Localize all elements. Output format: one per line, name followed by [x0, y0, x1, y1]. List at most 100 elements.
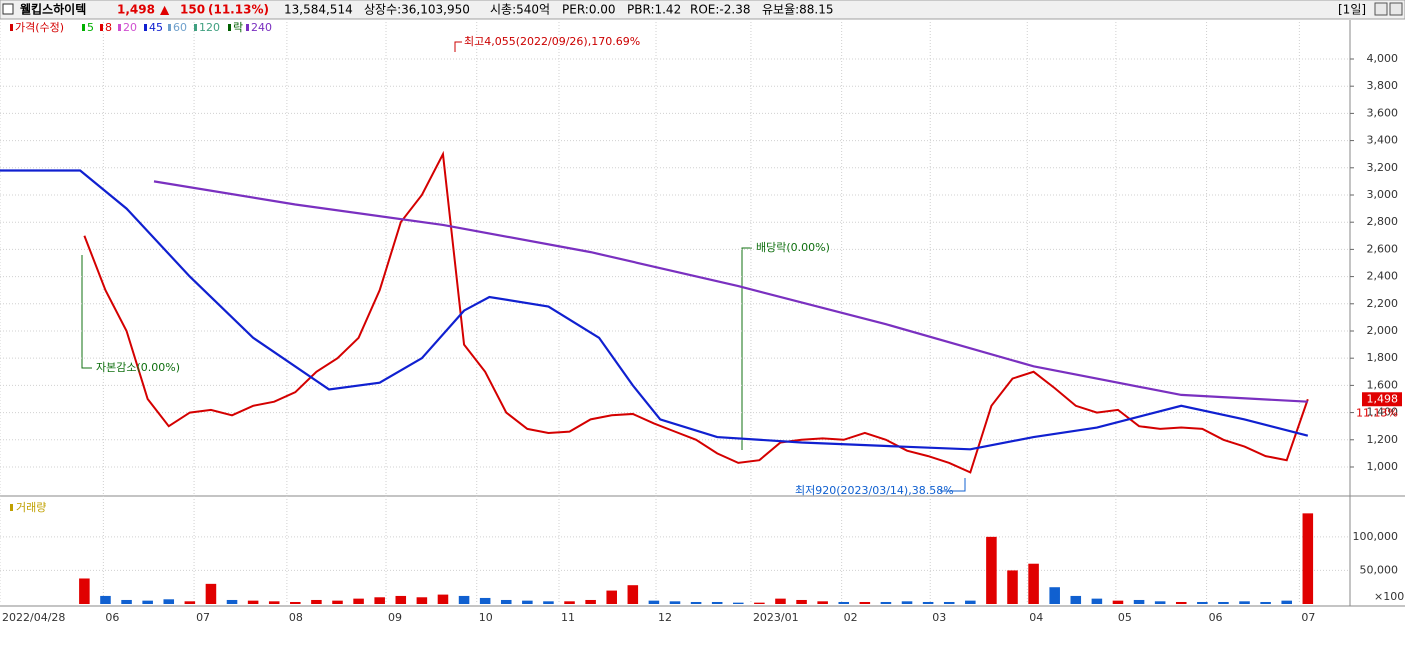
legend-swatch [194, 24, 197, 31]
x-tick-label: 09 [388, 611, 402, 624]
legend-label: 120 [199, 21, 220, 34]
x-tick-label: 2022/04/28 [2, 611, 65, 624]
legend-label: 8 [105, 21, 112, 34]
volume-bar [669, 601, 681, 604]
y-tick-label: 1,600 [1367, 378, 1399, 391]
header: 웰킵스하이텍 1,498 ▲ 150 (11.13%) 13,584,514 상… [20, 2, 1366, 17]
legend-swatch [10, 24, 13, 31]
annotation-line [454, 41, 462, 52]
volume-bar [859, 601, 871, 604]
volume-bar [1175, 601, 1187, 604]
volume-bar [100, 595, 111, 604]
volume-bar [1281, 600, 1292, 604]
period[interactable]: [1일] [1338, 3, 1366, 17]
y-tick-label: 1,400 [1367, 406, 1399, 419]
volume-bar [268, 601, 280, 604]
volume-unit: ×100 [1374, 590, 1404, 603]
volume-bar [1154, 601, 1166, 604]
legend-label: 240 [251, 21, 272, 34]
volume-bar [922, 601, 934, 604]
volume-bar [1218, 601, 1229, 604]
volume-bar [458, 595, 470, 604]
volume-bar [775, 598, 786, 604]
annotation-line [741, 247, 752, 450]
volume-bar [648, 600, 660, 604]
x-tick-label: 11 [561, 611, 575, 624]
annotation: 최저920(2023/03/14),38.58% [795, 484, 954, 497]
price: 1,498 [117, 3, 155, 17]
volume-bar [1049, 587, 1060, 604]
legend-swatch [168, 24, 171, 31]
last-price-box [1362, 392, 1402, 407]
last-change-label: 11.13% [1356, 406, 1398, 419]
volume: 13,584,514 [284, 3, 353, 17]
series-line [153, 180, 1308, 403]
legend-label: 20 [123, 21, 137, 34]
legend-label: 60 [173, 21, 187, 34]
y-tick-label: 2,600 [1367, 242, 1399, 255]
volume-bar [353, 598, 364, 604]
volume-bar [901, 601, 913, 604]
legend-label: 45 [149, 21, 163, 34]
annotation-line [940, 478, 966, 492]
y-tick-label: 1,800 [1367, 351, 1399, 364]
x-tick-label: 06 [105, 611, 119, 624]
volume-bar [880, 601, 892, 604]
legend-swatch [228, 24, 231, 31]
y-tick-label: 4,000 [1367, 52, 1399, 65]
y-tick-label: 3,000 [1367, 188, 1399, 201]
volume-bar [564, 601, 575, 604]
volume-bar [1197, 601, 1208, 604]
x-tick-label: 06 [1209, 611, 1223, 624]
listed: 상장수:36,103,950 [364, 3, 470, 17]
legend-swatch [246, 24, 249, 31]
change-pct: (11.13%) [208, 3, 269, 17]
close-button[interactable] [1389, 2, 1403, 16]
legend-label: 5 [87, 21, 94, 34]
volume-bar [437, 594, 449, 604]
volume-bar [711, 601, 723, 604]
legend-swatch [144, 24, 147, 31]
minimize-button[interactable] [1374, 2, 1388, 16]
stock-name: 웰킵스하이텍 [20, 2, 86, 17]
x-tick-label: 08 [289, 611, 303, 624]
volume-bar [500, 599, 512, 604]
volume-bar [247, 600, 259, 604]
volume-bar [627, 585, 639, 604]
volume-bar [416, 597, 428, 604]
legend-swatch [10, 504, 13, 511]
legend-label: 가격(수정) [15, 21, 64, 34]
y-tick-label: 3,400 [1367, 134, 1399, 147]
y-tick-label: 2,200 [1367, 297, 1399, 310]
last-price-label: 1,498 [1367, 392, 1399, 405]
annotation-line [81, 255, 92, 369]
y-tick-label: 3,200 [1367, 161, 1399, 174]
panel-title: 거래량 [16, 501, 46, 514]
x-tick-label: 04 [1029, 611, 1043, 624]
x-tick-label: 12 [658, 611, 672, 624]
change: 150 [180, 3, 205, 17]
volume-bar [1260, 601, 1271, 604]
y-tick-label: 3,600 [1367, 106, 1399, 119]
volume-bar [332, 600, 343, 604]
header-bar [0, 0, 1405, 20]
volume-bar [838, 601, 850, 604]
roe: ROE:-2.38 [690, 3, 750, 17]
x-tick-label: 07 [196, 611, 210, 624]
y-tick-label: 2,000 [1367, 324, 1399, 337]
annotation-lines [81, 41, 966, 492]
volume-bar [986, 536, 997, 604]
per: PER:0.00 [562, 3, 616, 17]
x-tick-label: 05 [1118, 611, 1132, 624]
legend-label: 락 [233, 21, 243, 34]
volume-bar [205, 583, 217, 604]
x-tick-label: 10 [479, 611, 493, 624]
checkbox[interactable] [2, 3, 14, 15]
volume-bar [606, 590, 617, 604]
volume-bar [1091, 598, 1103, 604]
y-tick-label: 1,200 [1367, 433, 1399, 446]
series-line [83, 150, 1309, 474]
volume-bar [226, 599, 238, 604]
arrow: ▲ [160, 3, 170, 17]
